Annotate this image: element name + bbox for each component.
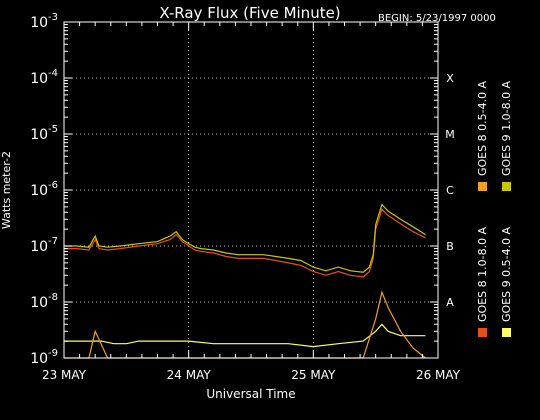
- y-tick-label: 10-3: [30, 12, 58, 31]
- legend-label: GOES 9 0.5-4.0 A: [500, 226, 513, 322]
- legend-swatch: [478, 182, 487, 191]
- y-axis-label: Watts meter-2: [0, 151, 13, 229]
- grid-lines: [64, 22, 438, 358]
- legend-label: GOES 8 1.0-8.0 A: [476, 226, 489, 322]
- x-axis-label: Universal Time: [206, 387, 295, 401]
- x-axis: 23 MAY 24 MAY 25 MAY 26 MAY: [42, 22, 461, 382]
- x-tick-label: 24 MAY: [167, 368, 212, 382]
- flare-class-b: B: [446, 240, 454, 253]
- y-tick-label: 10-5: [30, 124, 58, 143]
- y-tick-label: 10-9: [30, 348, 58, 367]
- y-axis: 10-9 10-8 10-7 10-6 10-5 10-4 10-3: [30, 12, 438, 367]
- series-line-4: [64, 203, 426, 273]
- x-tick-label: 25 MAY: [291, 368, 336, 382]
- legend-label: GOES 8 0.5-4.0 A: [476, 80, 489, 176]
- legend: GOES 8 1.0-8.0 A GOES 8 0.5-4.0 A GOES 9 0…: [476, 80, 513, 337]
- y-tick-label: 10-8: [30, 292, 58, 311]
- y-tick-label: 10-7: [30, 236, 58, 255]
- flare-class-c: C: [446, 184, 454, 197]
- chart-title: X-Ray Flux (Five Minute): [159, 4, 340, 22]
- y-tick-label: 10-4: [30, 68, 58, 87]
- legend-swatch: [478, 328, 487, 337]
- y-tick-label: 10-6: [30, 180, 58, 199]
- flare-class-labels: A B C M X: [445, 72, 455, 309]
- legend-swatch: [502, 328, 511, 337]
- series-line-3: [64, 323, 426, 348]
- flare-class-m: M: [445, 128, 455, 141]
- begin-label: BEGIN: 5/23/1997 0000: [378, 13, 496, 24]
- legend-label: GOES 9 1.0-8.0 A: [500, 80, 513, 176]
- flare-class-a: A: [446, 296, 454, 309]
- flare-class-x: X: [446, 72, 454, 85]
- x-tick-label: 26 MAY: [416, 368, 461, 382]
- x-tick-label: 23 MAY: [42, 368, 87, 382]
- legend-swatch: [502, 182, 511, 191]
